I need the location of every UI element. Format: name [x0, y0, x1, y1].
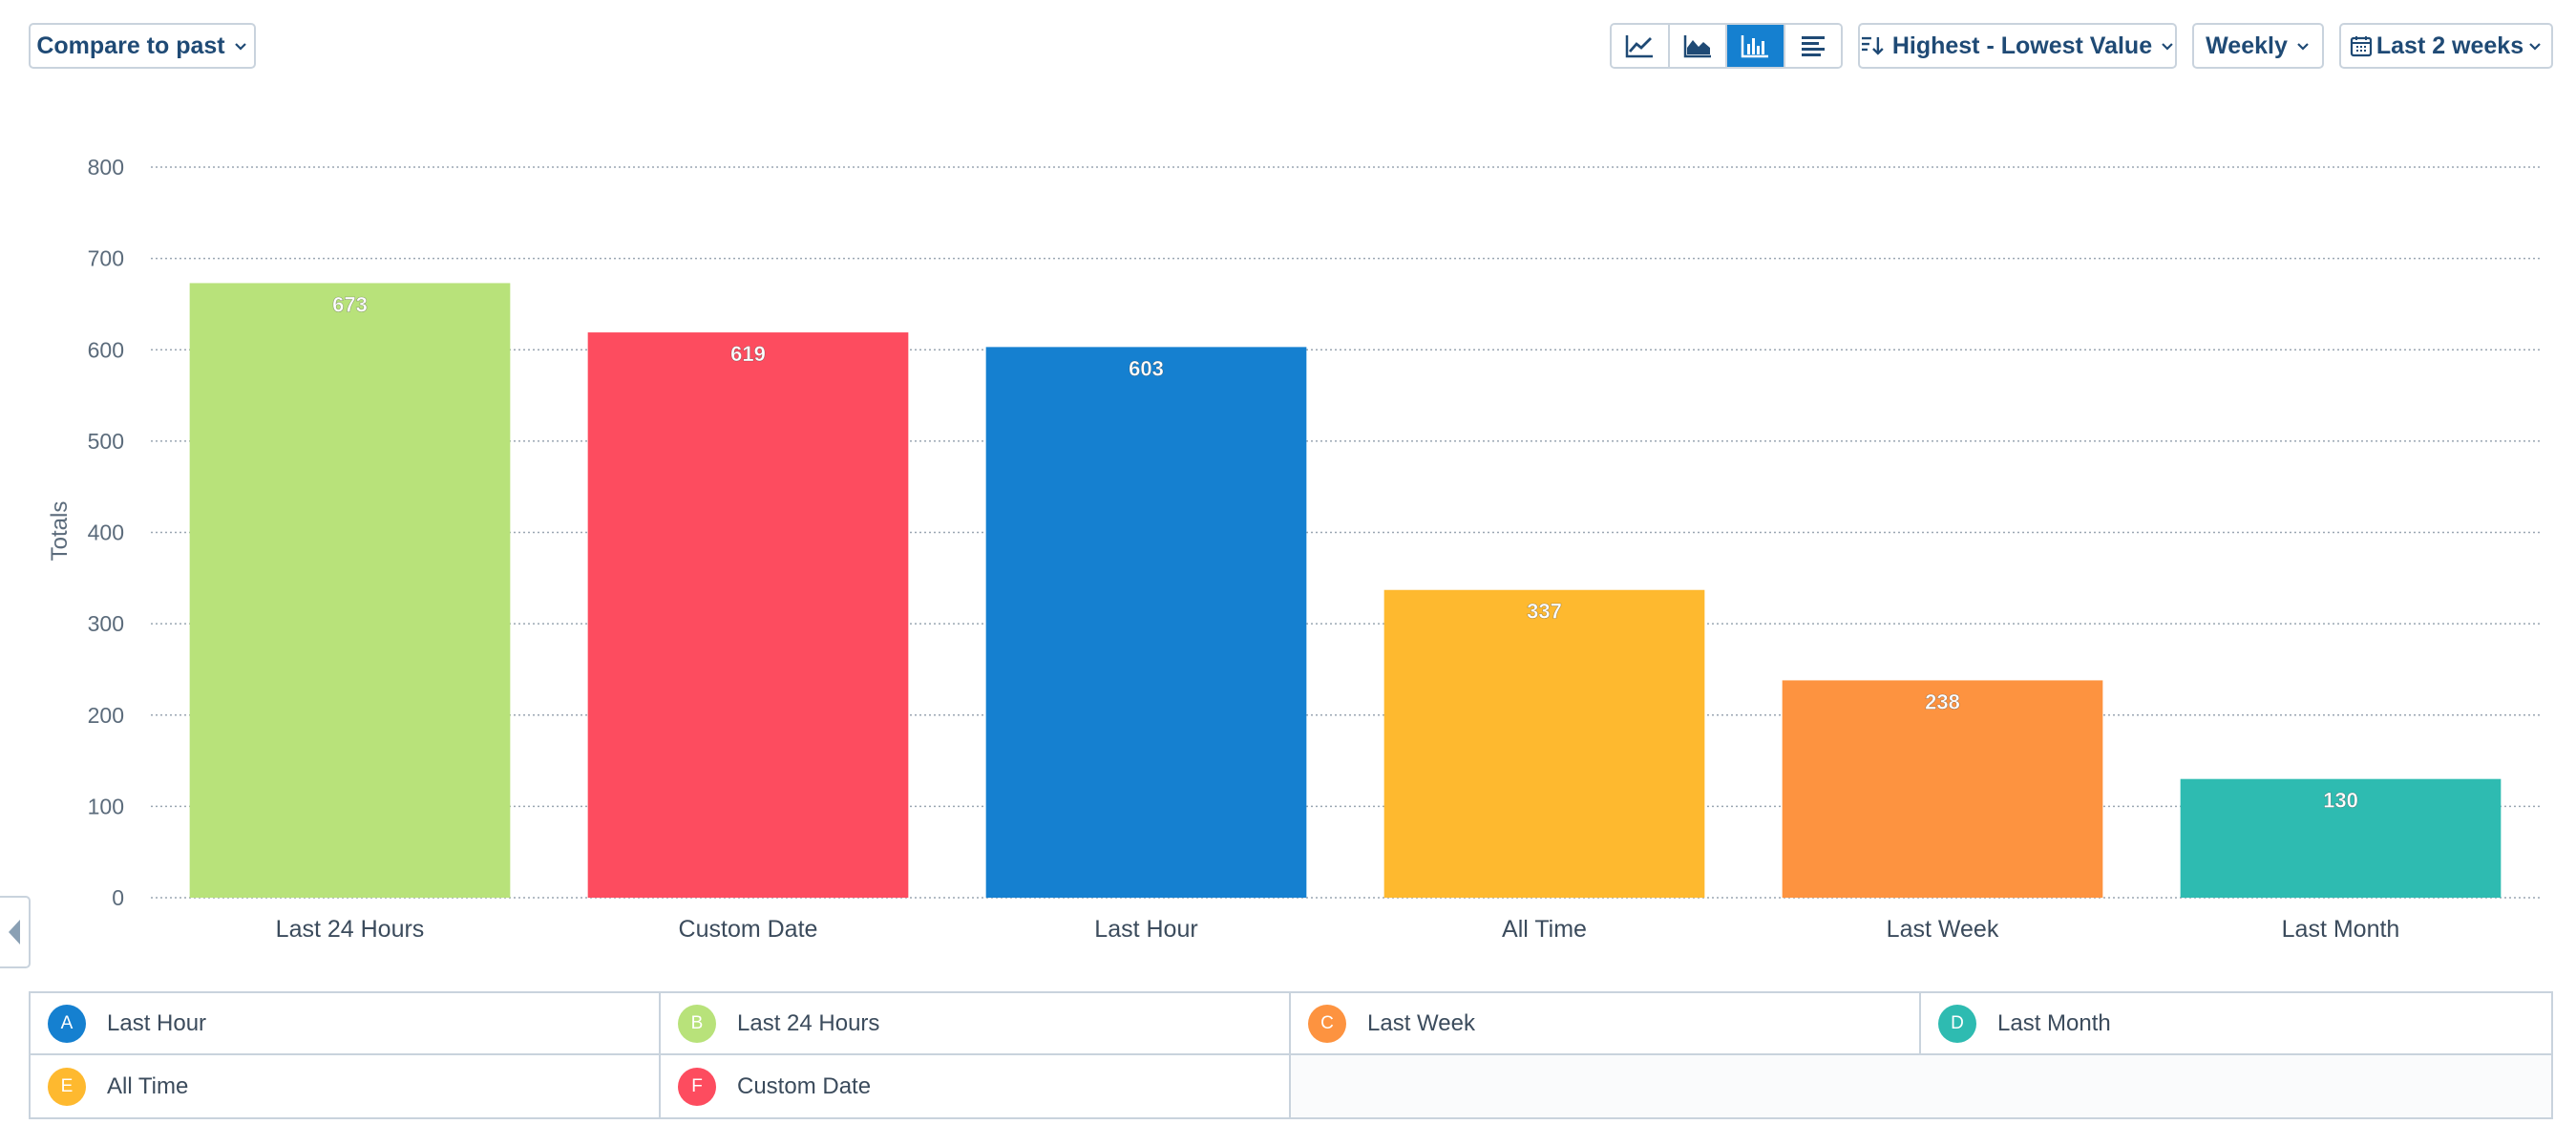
table-view-icon: [1801, 36, 1825, 56]
line-chart-icon: [1626, 35, 1654, 58]
bar-value-label: 238: [1925, 690, 1960, 713]
y-tick-label: 800: [88, 155, 124, 180]
compare-to-past-button[interactable]: Compare to past: [29, 23, 256, 69]
interval-dropdown[interactable]: Weekly: [2192, 23, 2324, 69]
y-tick-label: 300: [88, 611, 124, 636]
chevron-down-icon: [2162, 43, 2173, 51]
compare-to-past-label: Compare to past: [36, 32, 225, 59]
bar-chart-icon: [1742, 35, 1769, 58]
y-tick-label: 600: [88, 337, 124, 362]
legend-badge: D: [1938, 1004, 1976, 1043]
sort-order-label: Highest - Lowest Value: [1891, 32, 2153, 59]
legend-item-last-week[interactable]: C Last Week: [1291, 993, 1921, 1055]
legend-item-last-month[interactable]: D Last Month: [1921, 993, 2551, 1055]
bar[interactable]: [985, 347, 1307, 899]
area-chart-button[interactable]: [1669, 25, 1727, 67]
legend-label: Last 24 Hours: [737, 1009, 880, 1036]
legend-badge: B: [678, 1004, 716, 1043]
legend-label: Last Month: [1997, 1009, 2111, 1036]
bar-value-label: 673: [332, 292, 368, 316]
legend-item-last-hour[interactable]: A Last Hour: [31, 993, 661, 1055]
sort-order-dropdown[interactable]: Highest - Lowest Value: [1858, 23, 2177, 69]
bar-chart-button[interactable]: [1727, 25, 1785, 67]
caret-left-icon: [9, 920, 20, 944]
x-tick-label: Last Week: [1887, 916, 1999, 943]
collapse-panel-button[interactable]: [0, 896, 31, 968]
y-tick-label: 200: [88, 703, 124, 728]
legend-label: Last Week: [1367, 1009, 1475, 1036]
legend-label: All Time: [107, 1072, 189, 1099]
bar[interactable]: [189, 283, 511, 899]
line-chart-button[interactable]: [1612, 25, 1670, 67]
y-tick-label: 400: [88, 520, 124, 545]
bar[interactable]: [587, 332, 909, 898]
x-tick-label: All Time: [1502, 916, 1587, 943]
bar-value-label: 603: [1129, 356, 1164, 380]
bar[interactable]: [1782, 680, 2103, 898]
x-tick-label: Last Month: [2282, 916, 2400, 943]
chevron-down-icon: [2297, 43, 2309, 51]
bar[interactable]: [1383, 589, 1705, 898]
bar-value-label: 130: [2323, 789, 2358, 813]
x-tick-label: Last 24 Hours: [276, 916, 425, 943]
y-tick-label: 0: [112, 885, 124, 910]
legend-badge: A: [48, 1004, 86, 1043]
y-tick-label: 100: [88, 794, 124, 818]
y-axis-label: Totals: [47, 501, 73, 562]
legend-item-all-time[interactable]: E All Time: [31, 1055, 661, 1117]
legend-label: Last Hour: [107, 1009, 207, 1036]
legend-badge: E: [48, 1067, 86, 1106]
table-view-button[interactable]: [1784, 25, 1841, 67]
calendar-icon: [2350, 36, 2372, 57]
date-range-dropdown[interactable]: Last 2 weeks: [2339, 23, 2553, 69]
legend-item-last-24-hours[interactable]: B Last 24 Hours: [661, 993, 1291, 1055]
date-range-label: Last 2 weeks: [2375, 32, 2524, 59]
chevron-down-icon: [234, 43, 246, 51]
x-tick-label: Custom Date: [679, 916, 818, 943]
x-axis-ticks: Last 24 Hours Custom Date Last Hour All Tim…: [276, 916, 2400, 943]
interval-label: Weekly: [2206, 32, 2288, 59]
x-tick-label: Last Hour: [1094, 916, 1197, 943]
bar-value-label: 619: [730, 342, 766, 366]
legend-badge: C: [1308, 1004, 1346, 1043]
legend-badge: F: [678, 1067, 716, 1106]
legend-empty-cell: [1291, 1055, 2551, 1117]
gridlines: [151, 166, 2540, 899]
bars: 673 619 603 337 238 130: [189, 283, 2502, 899]
area-chart-icon: [1683, 35, 1711, 58]
bar[interactable]: [2180, 778, 2502, 898]
sort-descending-icon: [1861, 36, 1884, 55]
bar-value-label: 337: [1527, 600, 1562, 624]
chevron-down-icon: [2529, 43, 2541, 51]
legend-label: Custom Date: [737, 1072, 872, 1099]
y-tick-label: 700: [88, 246, 124, 271]
legend-item-custom-date[interactable]: F Custom Date: [661, 1055, 1291, 1117]
chart-type-toggle: [1610, 23, 1843, 69]
y-tick-label: 500: [88, 429, 124, 454]
legend: A Last Hour B Last 24 Hours C Last Week …: [29, 991, 2553, 1119]
y-axis-ticks: 0 100 200 300 400 500 600 700 800: [88, 155, 124, 910]
